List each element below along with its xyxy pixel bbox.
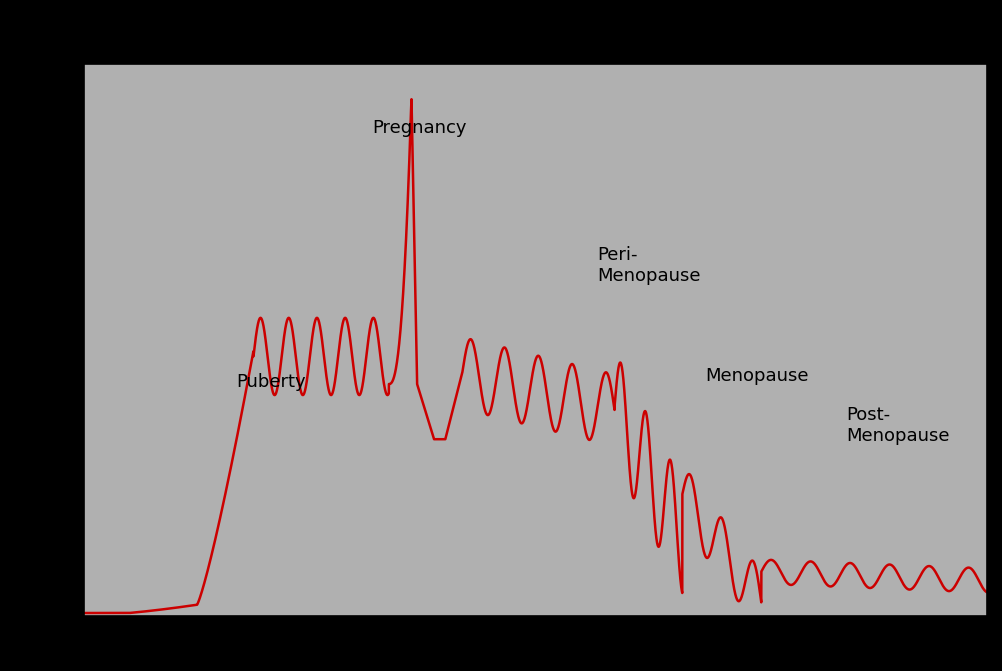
Y-axis label: Relative Estrogen Levels: Relative Estrogen Levels bbox=[55, 238, 73, 442]
Text: Post-
Menopause: Post- Menopause bbox=[846, 406, 950, 445]
Text: Peri-
Menopause: Peri- Menopause bbox=[597, 246, 701, 285]
Text: Puberty: Puberty bbox=[236, 373, 307, 391]
Text: Pregnancy: Pregnancy bbox=[372, 119, 467, 137]
Text: Menopause: Menopause bbox=[704, 368, 809, 385]
Title: Relative Estrogen Levels Throughout a Women's Life: Relative Estrogen Levels Throughout a Wo… bbox=[245, 35, 827, 54]
